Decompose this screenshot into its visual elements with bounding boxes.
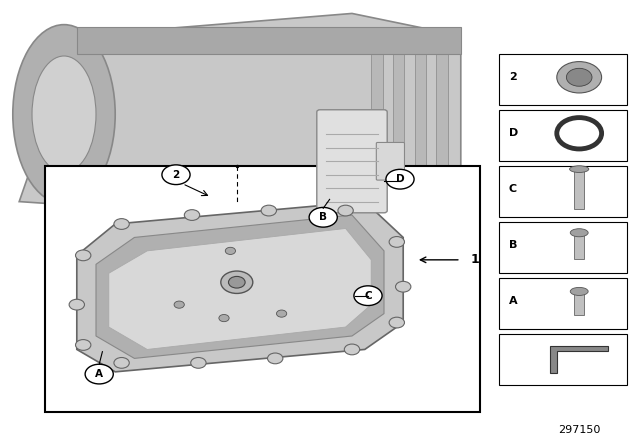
Ellipse shape [13,25,115,204]
Bar [393,45,404,170]
Circle shape [389,237,404,247]
FancyBboxPatch shape [376,142,404,180]
Circle shape [396,281,411,292]
Text: 2: 2 [509,72,516,82]
Text: A: A [95,369,103,379]
Bar [436,45,448,170]
Polygon shape [77,202,403,372]
Circle shape [219,314,229,322]
Text: A: A [509,296,517,306]
Circle shape [309,207,337,227]
Circle shape [191,358,206,368]
Circle shape [344,344,360,355]
FancyBboxPatch shape [499,222,627,273]
FancyBboxPatch shape [499,54,627,105]
FancyBboxPatch shape [499,166,627,217]
Text: D: D [509,128,518,138]
FancyBboxPatch shape [499,278,627,329]
Text: 2: 2 [172,170,180,180]
FancyBboxPatch shape [317,110,387,213]
Bar [371,45,383,170]
Circle shape [69,299,84,310]
Circle shape [174,301,184,308]
Circle shape [221,271,253,293]
Circle shape [85,364,113,384]
Circle shape [276,310,287,317]
Ellipse shape [32,56,96,172]
Circle shape [225,247,236,254]
Polygon shape [96,215,384,358]
Circle shape [557,117,602,149]
Ellipse shape [570,228,588,237]
Circle shape [354,286,382,306]
Bar [574,293,584,314]
Circle shape [268,353,283,364]
Circle shape [114,219,129,229]
Ellipse shape [570,288,588,296]
FancyBboxPatch shape [45,166,480,412]
Bar [415,45,426,170]
Circle shape [261,205,276,216]
Circle shape [228,276,245,288]
FancyBboxPatch shape [499,334,627,385]
Circle shape [184,210,200,220]
Text: B: B [509,240,517,250]
Circle shape [386,169,414,189]
Circle shape [389,317,404,328]
Bar [77,27,461,54]
FancyBboxPatch shape [499,110,627,161]
Bar [574,169,584,210]
Text: C: C [509,184,517,194]
Ellipse shape [570,166,589,172]
Text: 297150: 297150 [558,425,600,435]
Text: C: C [364,291,372,301]
Circle shape [76,340,91,350]
Text: D: D [396,174,404,184]
Polygon shape [550,346,608,373]
Text: 1: 1 [470,253,479,267]
Text: B: B [319,212,327,222]
Circle shape [162,165,190,185]
Circle shape [557,61,602,93]
Circle shape [114,358,129,368]
Circle shape [76,250,91,261]
Circle shape [566,68,592,86]
Bar [574,234,584,259]
Circle shape [338,205,353,216]
Polygon shape [19,13,461,224]
Polygon shape [109,228,371,349]
